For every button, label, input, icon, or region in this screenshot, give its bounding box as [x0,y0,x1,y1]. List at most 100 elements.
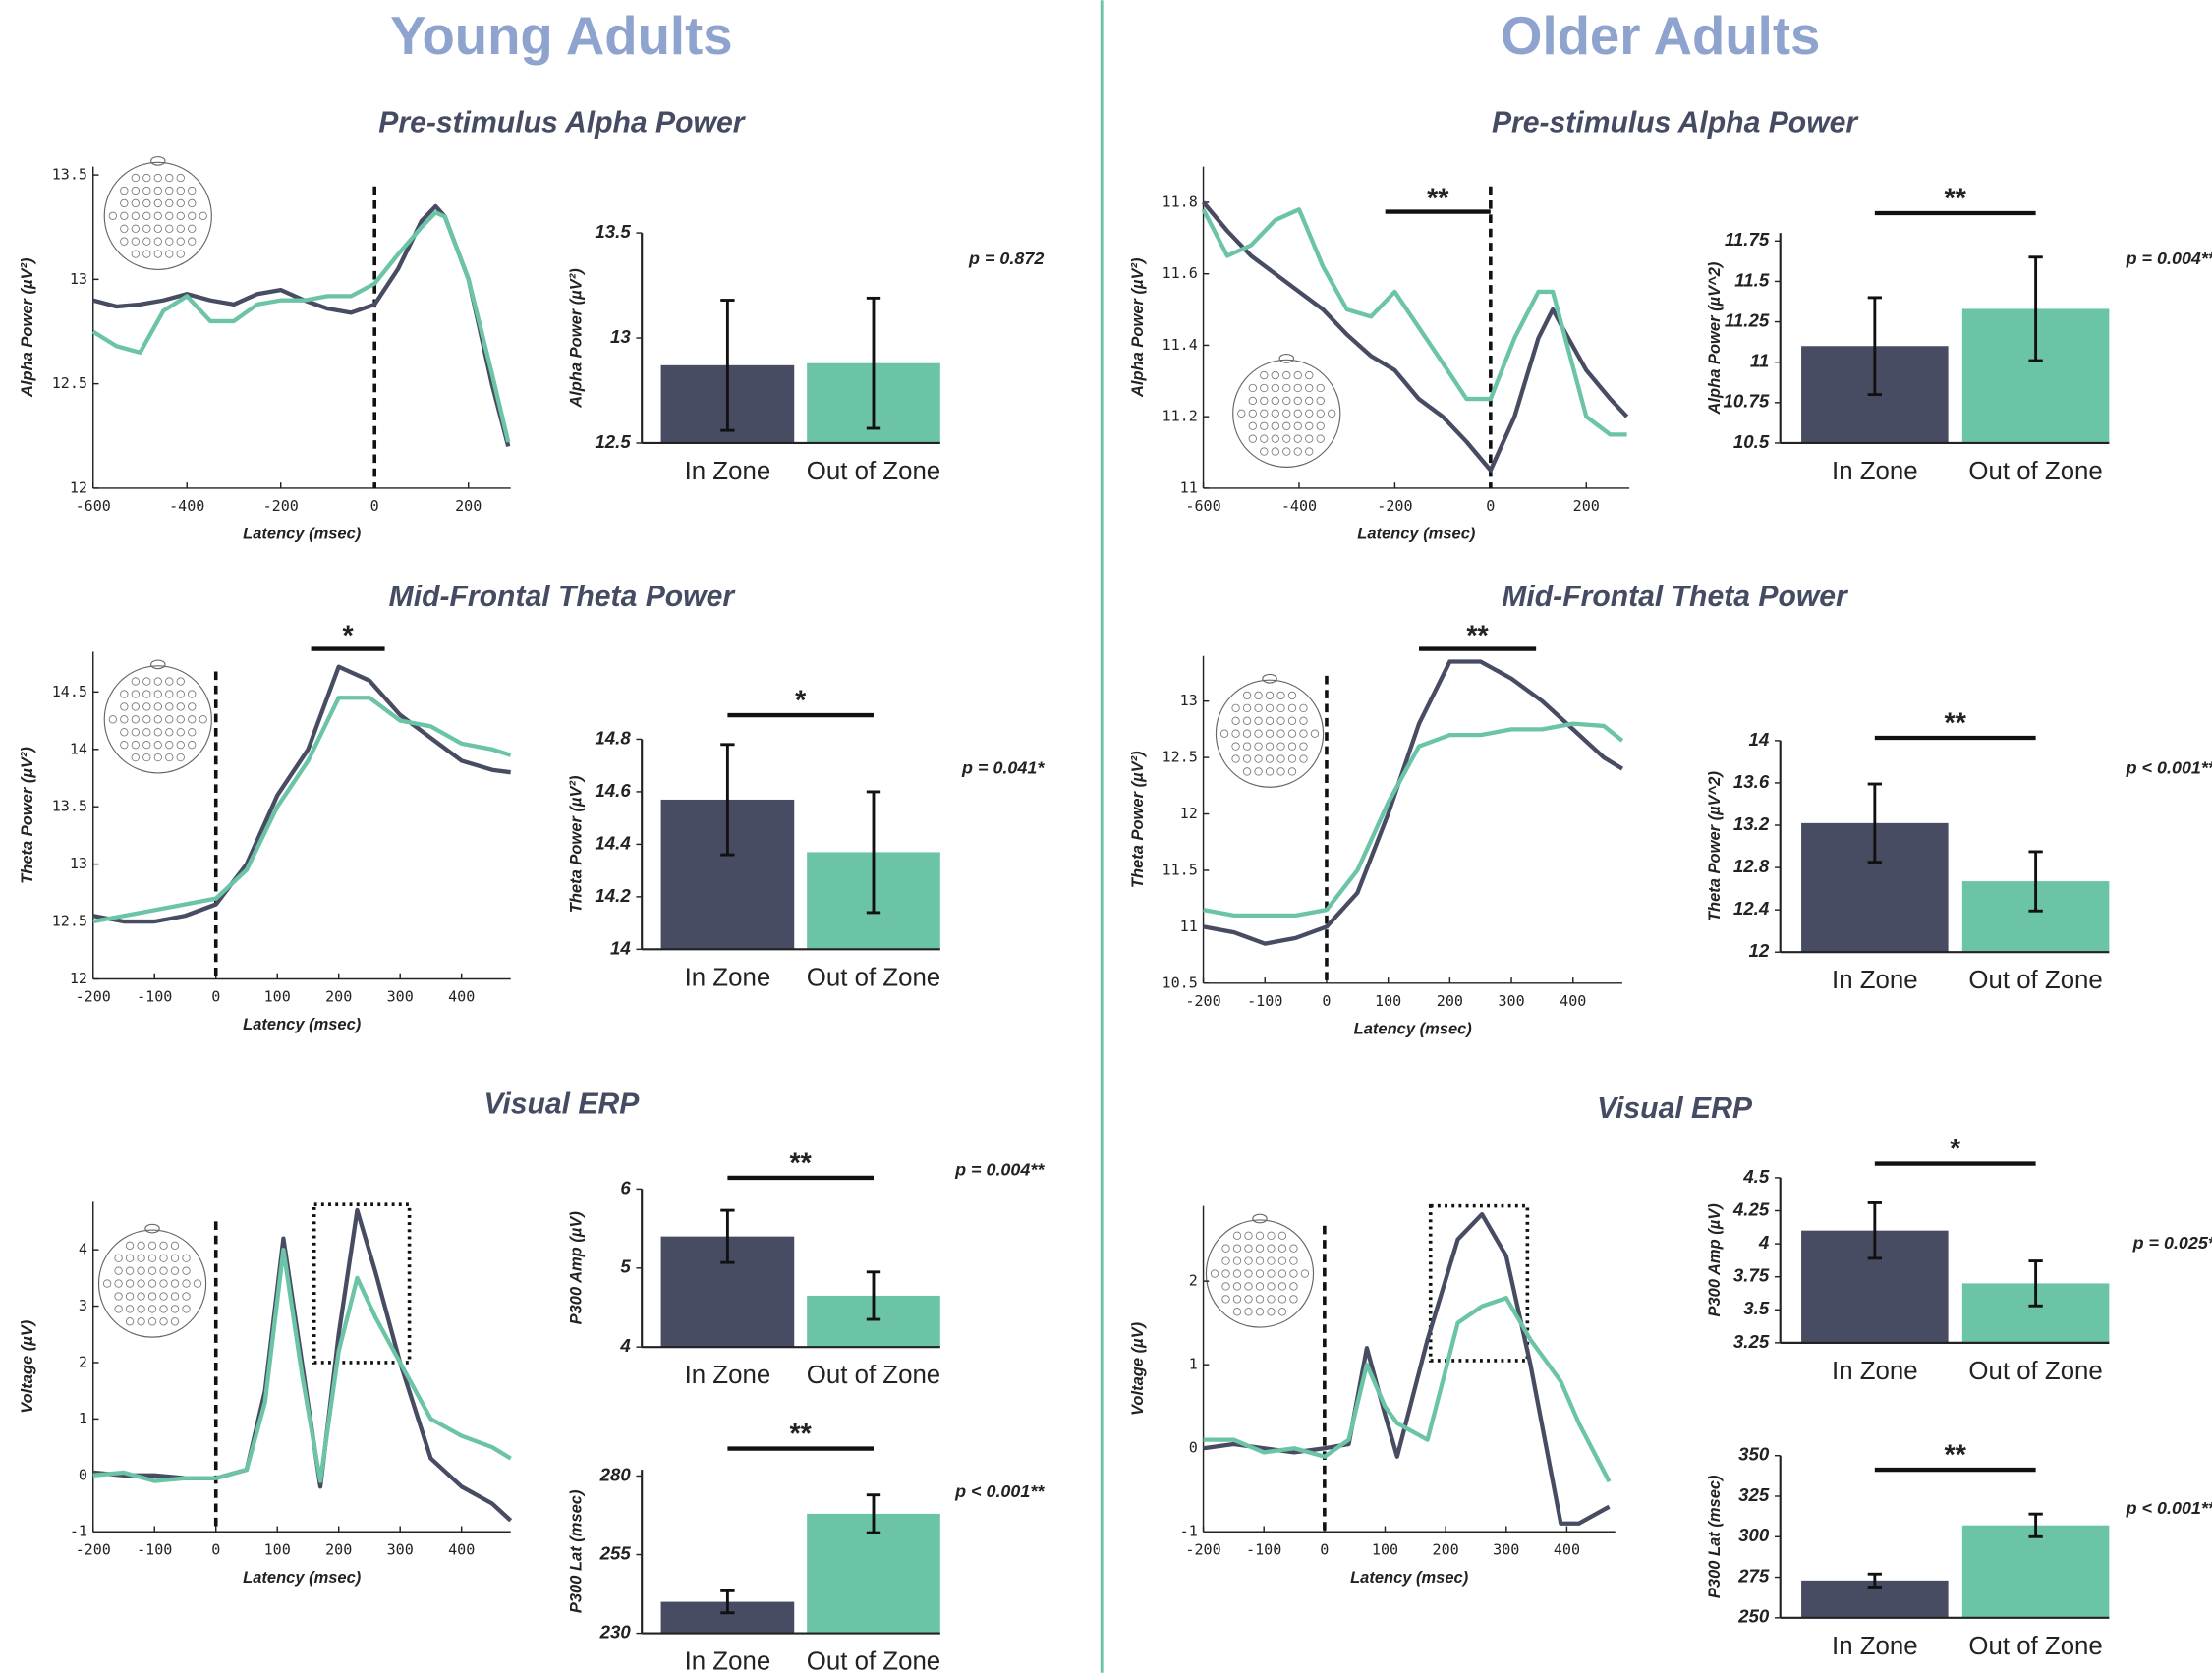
electrode [115,1267,122,1274]
electrode [143,703,150,710]
electrode [1272,448,1278,455]
electrode [166,174,173,181]
electrode [189,225,196,232]
electrode [160,1255,167,1261]
electrode [138,1318,144,1325]
electrode [166,678,173,685]
bar [1962,1526,2110,1618]
y-tick-label: 11.5 [1734,269,1770,290]
x-axis-label: Latency (msec) [243,1016,362,1033]
electrode [166,238,173,245]
x-tick-label: In Zone [1832,967,1918,994]
y-tick-label: 4 [79,1241,87,1258]
chart-title: Visual ERP [1597,1092,1753,1125]
x-axis-label: Latency (msec) [1354,1021,1473,1038]
electrode [115,1306,122,1312]
chart-title: Pre-stimulus Alpha Power [378,106,746,139]
significance-label: * [1950,1134,1961,1165]
y-tick-label: 13.5 [52,166,87,184]
electrode [132,703,139,710]
electrode [1256,1245,1263,1252]
y-tick-label: 13 [70,855,87,872]
column-header: Young Adults [390,6,732,66]
electrode [1317,435,1324,442]
electrode [166,703,173,710]
electrode [1256,1270,1263,1277]
electrode [189,199,196,206]
electrode [1290,1296,1297,1303]
electrode [1278,1283,1285,1290]
electrode [1294,422,1301,429]
x-tick-label: -100 [137,1540,172,1558]
significance-label: ** [1427,184,1449,215]
electrode [154,753,161,760]
electrode [1290,1270,1297,1277]
electrode [154,212,161,219]
electrode [132,199,139,206]
y-tick-label: 250 [1737,1606,1770,1627]
column-header: Older Adults [1501,6,1820,66]
figure: Young Adults Older Adults Pre-stimulus A… [0,0,2212,1673]
electrode [1311,730,1318,737]
y-tick-label: 11.5 [1163,861,1198,878]
electrode [177,174,184,181]
electrode [1266,768,1273,775]
electrode [1305,397,1312,404]
electrode [1245,1296,1252,1303]
electrode [154,225,161,232]
x-tick-label: -200 [1185,992,1220,1010]
electrode [1243,768,1250,775]
electrode [166,753,173,760]
y-tick-label: -1 [1180,1523,1198,1540]
y-tick-label: 325 [1738,1484,1770,1505]
electrode [1243,755,1250,762]
significance-label: ** [1945,708,1967,740]
electrode [1243,743,1250,750]
electrode [166,225,173,232]
electrode [1243,717,1250,724]
y-tick-label: 13.5 [52,798,87,815]
y-tick-label: 11.8 [1163,193,1198,210]
electrode [132,251,139,257]
electrode [1261,397,1268,404]
electrode [189,187,196,194]
x-tick-label: -200 [1185,1540,1220,1558]
electrode [1245,1245,1252,1252]
electrode [166,199,173,206]
p-value: p = 0.872 [968,249,1044,268]
electrode [166,741,173,748]
electrode [126,1293,133,1300]
electrode [1256,1232,1263,1239]
y-tick-label: 255 [599,1542,632,1563]
electrode [1243,692,1250,698]
x-tick-label: -200 [1377,497,1412,515]
p-value: p < 0.001** [2126,757,2212,777]
electrode [171,1318,178,1325]
electrode [132,225,139,232]
y-tick-label: 3 [79,1297,87,1314]
electrode [132,716,139,723]
electrode [154,187,161,194]
electrode [132,238,139,245]
electrode [1245,1257,1252,1264]
electrode [1255,768,1262,775]
electrode [1283,371,1290,378]
electrode [1278,1257,1285,1264]
electrode [132,691,139,697]
electrode [1300,717,1307,724]
electrode [177,225,184,232]
electrode [154,716,161,723]
electrode [1290,1283,1297,1290]
electrode [1238,410,1245,417]
electrode [1255,704,1262,711]
electrode [1317,397,1324,404]
electrode [121,199,128,206]
electrode [1255,755,1262,762]
electrode [1283,435,1290,442]
y-axis-label: Theta Power (µV²) [568,775,586,913]
y-tick-label: 12.4 [1733,898,1770,919]
electrode [1222,1283,1229,1290]
electrode [189,238,196,245]
electrode [1305,435,1312,442]
x-tick-label: -100 [137,988,172,1006]
